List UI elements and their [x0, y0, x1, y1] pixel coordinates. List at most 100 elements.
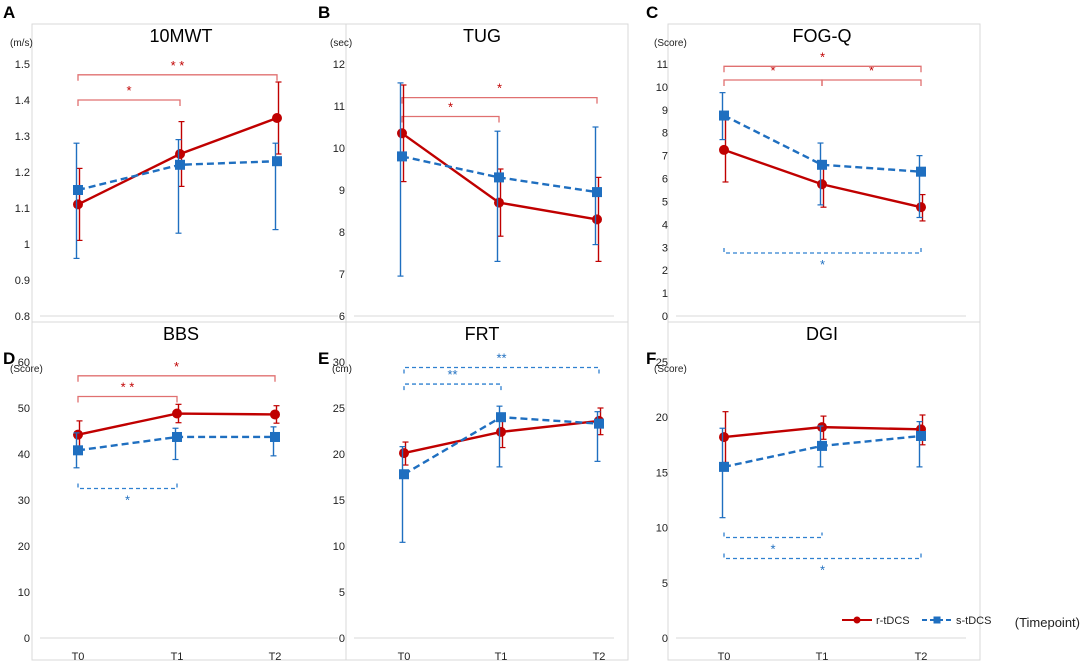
series-s-tdcs [73, 426, 280, 469]
y-tick-label: 25 [656, 357, 668, 369]
x-tick-label: T1 [171, 651, 184, 663]
significance-label: * [869, 63, 874, 78]
x-tick-label: T2 [915, 651, 928, 663]
significance-bracket [821, 79, 922, 87]
panel-letter: B [318, 3, 330, 22]
y-tick-label: 9 [339, 185, 345, 197]
data-point [916, 166, 926, 177]
panel-title: DGI [806, 324, 838, 344]
panel-letter: D [3, 349, 15, 368]
data-point [73, 199, 83, 210]
y-tick-label: 20 [333, 449, 345, 461]
data-point [496, 426, 506, 437]
significance-bracket [401, 96, 598, 104]
y-tick-label: 5 [662, 578, 668, 590]
data-point [175, 159, 185, 170]
data-point [397, 128, 407, 139]
y-tick-label: 8 [339, 227, 345, 239]
y-tick-label: 3 [662, 242, 668, 254]
y-tick-label: 20 [18, 541, 30, 553]
data-point [73, 445, 83, 456]
y-tick-label: 0.9 [15, 275, 30, 287]
significance-label: * [174, 359, 179, 374]
data-point [270, 431, 280, 442]
data-point [73, 429, 83, 440]
y-tick-label: 2 [662, 265, 668, 277]
data-point [817, 422, 827, 433]
panel-title: 10MWT [150, 26, 213, 46]
y-tick-label: 10 [333, 143, 345, 155]
y-tick-label: 50 [18, 403, 30, 415]
series-r-tdcs [397, 84, 602, 262]
y-tick-label: 1.4 [15, 95, 30, 107]
data-point [719, 432, 729, 443]
legend: r-tDCS s-tDCS [842, 615, 991, 627]
data-point [172, 431, 182, 442]
significance-label: * [770, 63, 775, 78]
y-tick-label: 7 [662, 151, 668, 163]
y-tick-label: 5 [662, 196, 668, 208]
y-tick-label: 1.5 [15, 59, 30, 71]
y-tick-label: 0 [339, 633, 345, 645]
y-tick-label: 25 [333, 403, 345, 415]
y-tick-label: 30 [333, 357, 345, 369]
y-unit-label: (cm) [332, 364, 352, 375]
data-point [719, 144, 729, 155]
y-tick-label: 10 [656, 82, 668, 94]
significance-bracket [77, 483, 178, 490]
y-tick-label: 20 [656, 412, 668, 424]
y-tick-label: 12 [333, 59, 345, 71]
y-unit-label: (Score) [654, 38, 687, 49]
panel-letter: A [3, 3, 15, 22]
legend-label-s: s-tDCS [956, 615, 991, 627]
y-tick-label: 1.1 [15, 203, 30, 215]
data-point [916, 202, 926, 213]
data-point [397, 151, 407, 162]
y-unit-label: (Score) [654, 364, 687, 375]
significance-label: * [820, 257, 825, 272]
significance-label: * * [121, 380, 135, 395]
x-tick-label: T0 [398, 651, 411, 663]
y-unit-label: (m/s) [10, 38, 33, 49]
y-tick-label: 1.3 [15, 131, 30, 143]
significance-label: * [126, 83, 131, 98]
data-point [494, 197, 504, 208]
data-point [399, 448, 409, 459]
significance-label: * [125, 493, 130, 508]
series-s-tdcs [397, 82, 602, 277]
data-point [916, 430, 926, 441]
y-unit-label: (Score) [10, 364, 43, 375]
series-s-tdcs [719, 92, 926, 219]
panel-frame [667, 321, 981, 661]
data-point [272, 113, 282, 123]
panel-frame [31, 321, 353, 661]
data-point [594, 418, 604, 429]
significance-label: * [820, 49, 825, 64]
data-point [272, 156, 282, 167]
y-tick-label: 1 [662, 288, 668, 300]
y-tick-label: 30 [18, 495, 30, 507]
y-tick-label: 8 [662, 128, 668, 140]
significance-bracket [723, 553, 922, 560]
significance-bracket [77, 375, 276, 382]
x-tick-label: T1 [495, 651, 508, 663]
x-tick-label: T1 [816, 651, 829, 663]
y-tick-label: 7 [339, 269, 345, 281]
data-point [73, 185, 83, 195]
y-tick-label: 10 [18, 587, 30, 599]
data-point [592, 187, 602, 198]
significance-label: ** [496, 351, 506, 366]
data-point [496, 412, 506, 423]
data-point [399, 469, 409, 480]
significance-label: * [770, 542, 775, 557]
series-s-tdcs [73, 139, 282, 259]
y-tick-label: 1 [24, 239, 30, 251]
y-tick-label: 11 [657, 59, 668, 71]
y-unit-label: (sec) [330, 38, 352, 49]
data-point [494, 172, 504, 183]
y-tick-label: 1.2 [15, 167, 30, 179]
significance-label: * [448, 100, 453, 115]
